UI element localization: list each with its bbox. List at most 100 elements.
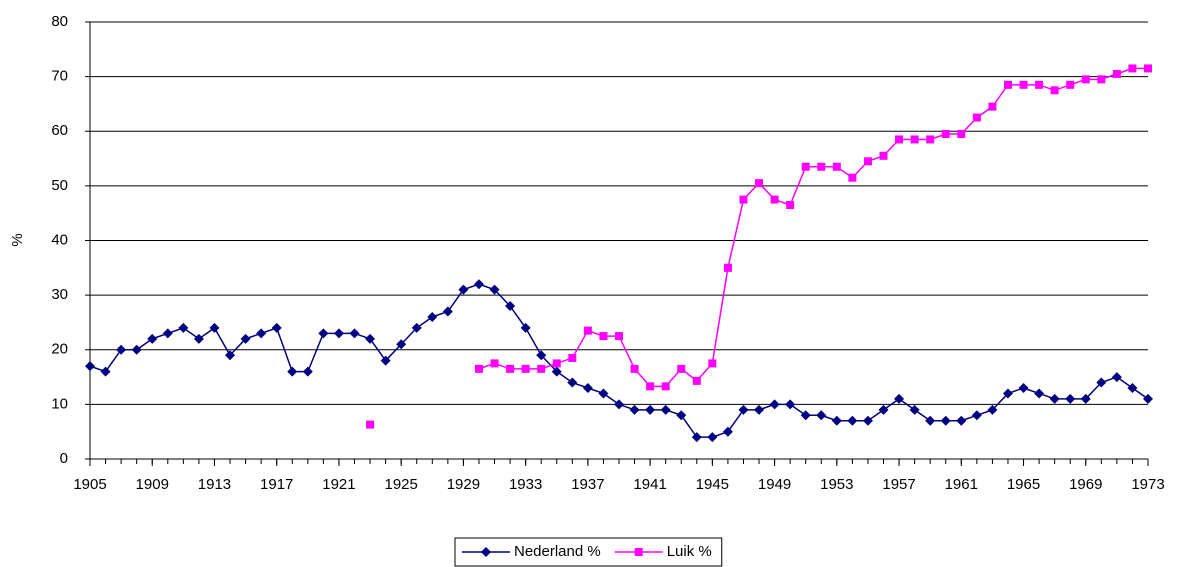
marker: [302, 366, 313, 377]
y-tick-label: 40: [51, 231, 68, 248]
x-tick-label: 1929: [447, 476, 480, 493]
marker: [131, 344, 142, 355]
marker: [537, 364, 546, 373]
marker: [925, 415, 936, 426]
marker: [1018, 382, 1029, 393]
marker: [240, 333, 251, 344]
marker: [848, 173, 857, 182]
marker: [271, 322, 282, 333]
marker: [722, 426, 733, 437]
marker: [521, 364, 530, 373]
marker: [1066, 80, 1075, 89]
marker: [910, 135, 919, 144]
marker: [598, 388, 609, 399]
marker: [582, 382, 593, 393]
marker: [661, 382, 670, 391]
x-tick-label: 1933: [509, 476, 542, 493]
marker: [489, 284, 500, 295]
x-tick-label: 1957: [882, 476, 915, 493]
x-tick-label: 1969: [1069, 476, 1102, 493]
marker: [162, 328, 173, 339]
marker: [583, 326, 592, 335]
x-tick-label: 1973: [1131, 476, 1164, 493]
marker: [505, 301, 516, 312]
marker: [614, 399, 624, 410]
marker: [941, 129, 950, 138]
marker: [971, 410, 982, 421]
x-tick-label: 1921: [322, 476, 355, 493]
marker: [646, 382, 655, 391]
marker: [707, 432, 718, 443]
marker: [894, 393, 905, 404]
series-line: [478, 67, 1148, 388]
marker: [660, 404, 671, 415]
marker: [536, 350, 547, 361]
marker: [474, 364, 483, 373]
legend-label: Nederland %: [514, 543, 601, 560]
marker: [599, 332, 608, 341]
marker: [380, 355, 391, 366]
marker: [1111, 372, 1122, 383]
marker: [691, 432, 702, 443]
marker: [634, 548, 643, 556]
marker: [1112, 69, 1121, 78]
marker: [1034, 388, 1045, 399]
marker: [879, 151, 888, 160]
series-line: [89, 283, 1149, 438]
marker: [987, 404, 998, 415]
marker: [85, 361, 95, 372]
marker: [956, 415, 967, 426]
marker: [878, 404, 889, 415]
marker: [506, 364, 515, 373]
x-tick-label: 1937: [571, 476, 604, 493]
marker: [615, 332, 623, 341]
marker: [862, 415, 873, 426]
marker: [1127, 382, 1138, 393]
marker: [769, 399, 780, 410]
marker: [520, 322, 531, 333]
marker: [147, 333, 158, 344]
marker: [754, 404, 765, 415]
marker: [349, 328, 360, 339]
marker: [1065, 393, 1076, 404]
marker: [676, 410, 687, 421]
marker: [1097, 75, 1106, 84]
marker: [909, 404, 920, 415]
marker: [940, 415, 951, 426]
marker: [568, 353, 577, 362]
marker: [365, 333, 376, 344]
marker: [801, 162, 810, 171]
marker: [1002, 388, 1013, 399]
marker: [458, 284, 469, 295]
x-tick-label: 1941: [633, 476, 666, 493]
marker: [692, 376, 701, 385]
marker: [411, 322, 422, 333]
marker: [739, 195, 748, 204]
x-tick-label: 1965: [1007, 476, 1040, 493]
marker: [755, 179, 764, 188]
x-tick-label: 1917: [260, 476, 293, 493]
marker: [629, 404, 640, 415]
x-tick-label: 1913: [198, 476, 231, 493]
x-tick-label: 1905: [73, 476, 106, 493]
marker: [677, 364, 686, 373]
y-tick-label: 70: [51, 68, 68, 85]
marker: [708, 359, 717, 368]
marker: [209, 322, 220, 333]
marker: [442, 306, 453, 317]
y-tick-label: 0: [60, 450, 68, 467]
marker: [552, 359, 561, 368]
marker: [567, 377, 578, 388]
y-tick-label: 50: [51, 177, 68, 194]
marker: [116, 344, 127, 355]
x-tick-label: 1945: [696, 476, 729, 493]
marker: [723, 263, 732, 272]
marker: [551, 366, 562, 377]
legend-label: Luik %: [667, 543, 712, 560]
marker: [770, 195, 779, 204]
marker: [832, 162, 841, 171]
marker: [1019, 80, 1028, 89]
marker: [738, 404, 749, 415]
x-tick-label: 1909: [136, 476, 169, 493]
